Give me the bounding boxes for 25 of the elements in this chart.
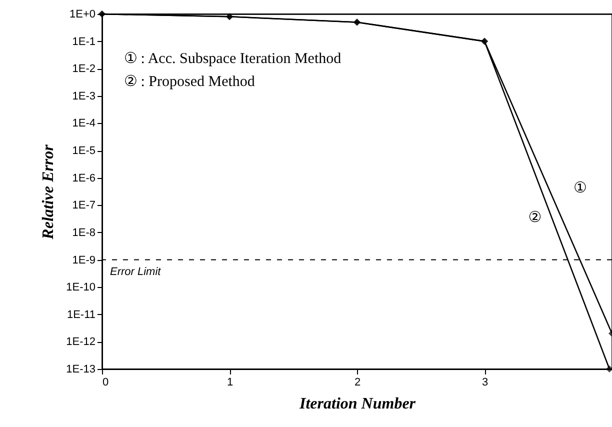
y-tick-label: 1E-2 <box>72 63 96 76</box>
x-tick-label: 1 <box>226 376 234 388</box>
annotation: ① : Acc. Subspace Iteration Method <box>124 51 342 67</box>
y-tick-label: 1E-1 <box>72 36 96 48</box>
y-tick-label: 1E-5 <box>72 145 96 158</box>
series-label: ② <box>528 208 542 226</box>
y-tick-label: 1E-7 <box>72 200 96 212</box>
y-tick-label: 1E-10 <box>66 282 96 294</box>
y-tick-label: 1E-4 <box>72 118 96 130</box>
y-tick-label: 1E-12 <box>66 336 96 348</box>
x-tick-label: 3 <box>482 376 488 388</box>
ref-line-label: Error Limit <box>110 266 162 278</box>
y-tick-label: 1E-13 <box>66 364 96 376</box>
y-tick-label: 1E-6 <box>72 172 96 184</box>
annotation: ② : Proposed Method <box>124 74 256 90</box>
x-tick-label: 0 <box>102 376 109 388</box>
y-tick-label: 1E-8 <box>72 226 96 239</box>
y-tick-label: 1E-11 <box>66 308 96 321</box>
series-label: ① <box>574 178 587 196</box>
y-tick-label: 1E-3 <box>72 90 96 102</box>
y-tick-label: 1E-9 <box>72 254 96 266</box>
x-tick-label: 2 <box>354 376 361 388</box>
y-tick-label: 1E+0 <box>70 8 96 20</box>
y-axis-title: Relative Error <box>40 144 58 240</box>
x-axis-title: Iteration Number <box>298 396 416 412</box>
